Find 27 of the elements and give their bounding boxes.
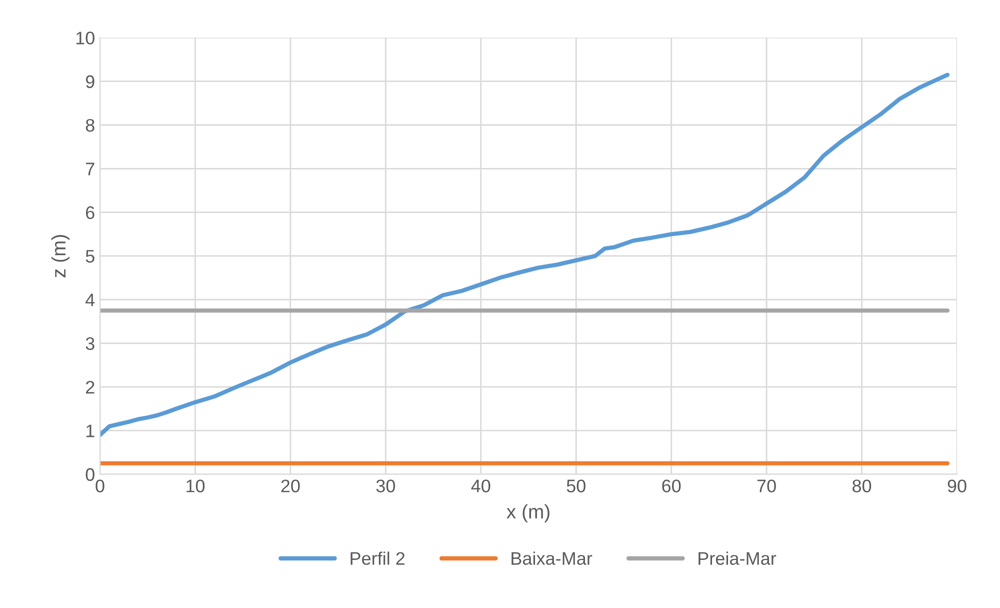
x-axis-title: x (m) <box>506 504 550 522</box>
legend-label: Preia-Mar <box>698 552 776 565</box>
y-tick-label: 3 <box>86 337 94 350</box>
y-tick-label: 9 <box>86 75 94 88</box>
line-series <box>100 72 950 438</box>
y-tick-label: 4 <box>86 294 95 306</box>
x-tick-label: 80 <box>852 480 872 492</box>
y-tick-label: 1 <box>86 424 94 438</box>
y-tick-label: 5 <box>86 250 94 263</box>
legend-label: Perfil 2 <box>350 552 405 565</box>
x-tick-label: 50 <box>566 480 586 492</box>
x-tick-label: 0 <box>96 480 104 492</box>
y-tick-label: 8 <box>86 118 94 132</box>
x-tick-label: 70 <box>757 480 776 492</box>
y-tick-label: 6 <box>86 206 94 220</box>
x-tick-label: 20 <box>281 480 300 492</box>
y-axis-title: z (m) <box>51 235 70 278</box>
legend-label: Baixa-Mar <box>512 552 592 565</box>
x-tick-label: 60 <box>662 480 681 492</box>
x-tick-label: 40 <box>471 480 490 492</box>
y-tick-label: 0 <box>86 468 94 481</box>
y-tick-label: 10 <box>76 32 94 44</box>
y-tick-label: 2 <box>86 380 94 394</box>
x-tick-label: 30 <box>376 480 396 492</box>
y-tick-label: 7 <box>86 162 94 176</box>
x-tick-label: 10 <box>186 480 205 492</box>
x-tick-label: 90 <box>948 480 966 492</box>
